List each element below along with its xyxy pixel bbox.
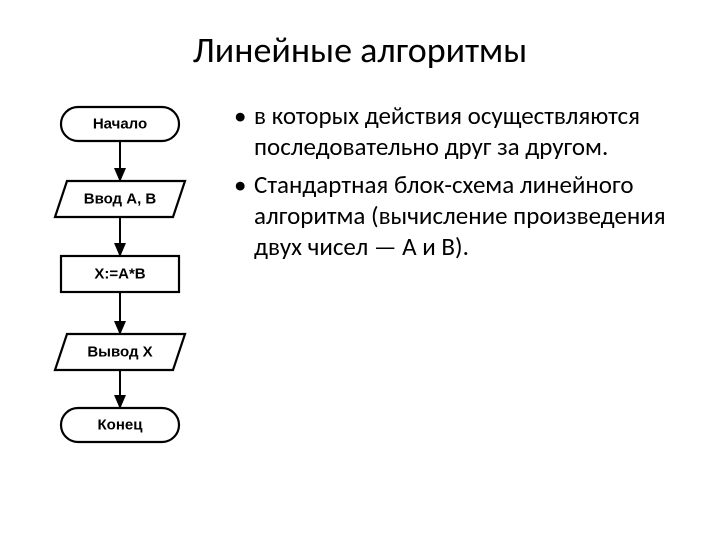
flowchart-svg: Начало Ввод А, В X:=А*В Вывод X Конец: [30, 100, 210, 450]
flow-node: Ввод А, В: [55, 181, 185, 217]
flowchart-container: Начало Ввод А, В X:=А*В Вывод X Конец: [30, 82, 210, 450]
bullet-item: • в которых действия осуществляются посл…: [230, 100, 690, 163]
bullet-dot: •: [230, 169, 254, 200]
content-row: Начало Ввод А, В X:=А*В Вывод X Конец • в ко…: [0, 82, 720, 450]
flow-node-label: Конец: [98, 417, 144, 434]
bullet-dot: •: [230, 100, 254, 131]
text-area: • в которых действия осуществляются посл…: [210, 82, 690, 268]
flow-node-label: Вывод X: [87, 344, 152, 361]
flow-node: X:=А*В: [61, 256, 179, 292]
flow-node: Конец: [61, 408, 179, 442]
flow-node-label: X:=А*В: [94, 266, 145, 283]
flow-node-label: Ввод А, В: [84, 191, 157, 208]
flow-node: Вывод X: [55, 334, 185, 370]
page-title: Линейные алгоритмы: [0, 0, 720, 82]
bullet-item: • Стандартная блок-схема линейного алгор…: [230, 169, 690, 263]
flow-node: Начало: [61, 107, 179, 141]
bullet-text: Стандартная блок-схема линейного алгорит…: [254, 169, 690, 263]
flow-node-label: Начало: [93, 116, 147, 133]
bullet-text: в которых действия осуществляются послед…: [254, 100, 690, 163]
